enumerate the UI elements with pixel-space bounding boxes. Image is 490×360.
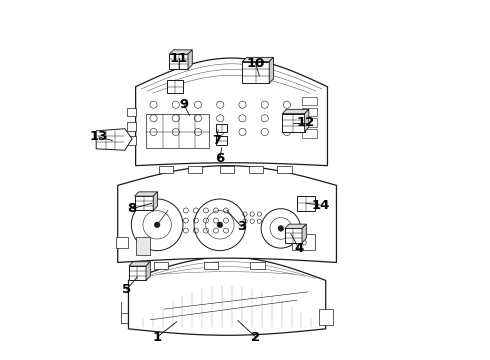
- Polygon shape: [146, 262, 150, 280]
- Polygon shape: [128, 257, 326, 335]
- Polygon shape: [126, 136, 136, 145]
- Bar: [302, 129, 317, 138]
- Bar: [302, 108, 317, 116]
- Text: 9: 9: [179, 98, 189, 111]
- Polygon shape: [153, 262, 168, 269]
- Polygon shape: [204, 262, 218, 269]
- Polygon shape: [170, 50, 192, 54]
- Polygon shape: [135, 192, 157, 196]
- Circle shape: [154, 222, 160, 228]
- Text: 11: 11: [170, 51, 188, 64]
- Polygon shape: [269, 57, 273, 83]
- Circle shape: [278, 226, 284, 231]
- Polygon shape: [188, 50, 192, 69]
- Text: 12: 12: [297, 116, 315, 129]
- Polygon shape: [129, 262, 150, 266]
- Polygon shape: [318, 309, 333, 325]
- Text: 3: 3: [237, 220, 246, 233]
- Polygon shape: [136, 58, 327, 166]
- Polygon shape: [118, 166, 337, 262]
- Polygon shape: [248, 166, 263, 173]
- Bar: [129, 266, 146, 280]
- Polygon shape: [116, 237, 128, 248]
- Polygon shape: [282, 109, 309, 114]
- Text: 14: 14: [311, 199, 329, 212]
- Bar: [282, 114, 304, 132]
- Text: 10: 10: [246, 57, 265, 70]
- Polygon shape: [304, 109, 309, 132]
- Text: 13: 13: [90, 130, 108, 144]
- Polygon shape: [136, 237, 150, 255]
- Bar: [243, 62, 269, 83]
- Polygon shape: [96, 129, 132, 150]
- Bar: [302, 118, 317, 127]
- Text: 2: 2: [251, 330, 260, 343]
- Polygon shape: [292, 234, 315, 250]
- Polygon shape: [188, 166, 202, 173]
- Polygon shape: [243, 57, 273, 62]
- Text: 5: 5: [122, 283, 131, 296]
- Polygon shape: [250, 262, 265, 269]
- Circle shape: [217, 222, 223, 228]
- Text: 1: 1: [152, 330, 162, 343]
- Bar: [147, 114, 209, 148]
- Text: 6: 6: [215, 152, 224, 165]
- Polygon shape: [220, 166, 234, 173]
- Bar: [167, 81, 183, 93]
- Polygon shape: [126, 108, 136, 116]
- Bar: [285, 228, 302, 243]
- Bar: [170, 54, 188, 69]
- Bar: [135, 196, 153, 211]
- Text: 8: 8: [127, 202, 137, 215]
- Bar: [302, 97, 317, 105]
- Polygon shape: [159, 166, 173, 173]
- Polygon shape: [153, 192, 157, 211]
- Bar: [216, 123, 227, 132]
- Text: 7: 7: [212, 134, 221, 147]
- Bar: [216, 136, 227, 145]
- Polygon shape: [285, 224, 306, 228]
- Polygon shape: [277, 166, 292, 173]
- Bar: [296, 196, 315, 211]
- Polygon shape: [126, 122, 136, 131]
- Polygon shape: [302, 224, 306, 243]
- Text: 4: 4: [294, 242, 303, 255]
